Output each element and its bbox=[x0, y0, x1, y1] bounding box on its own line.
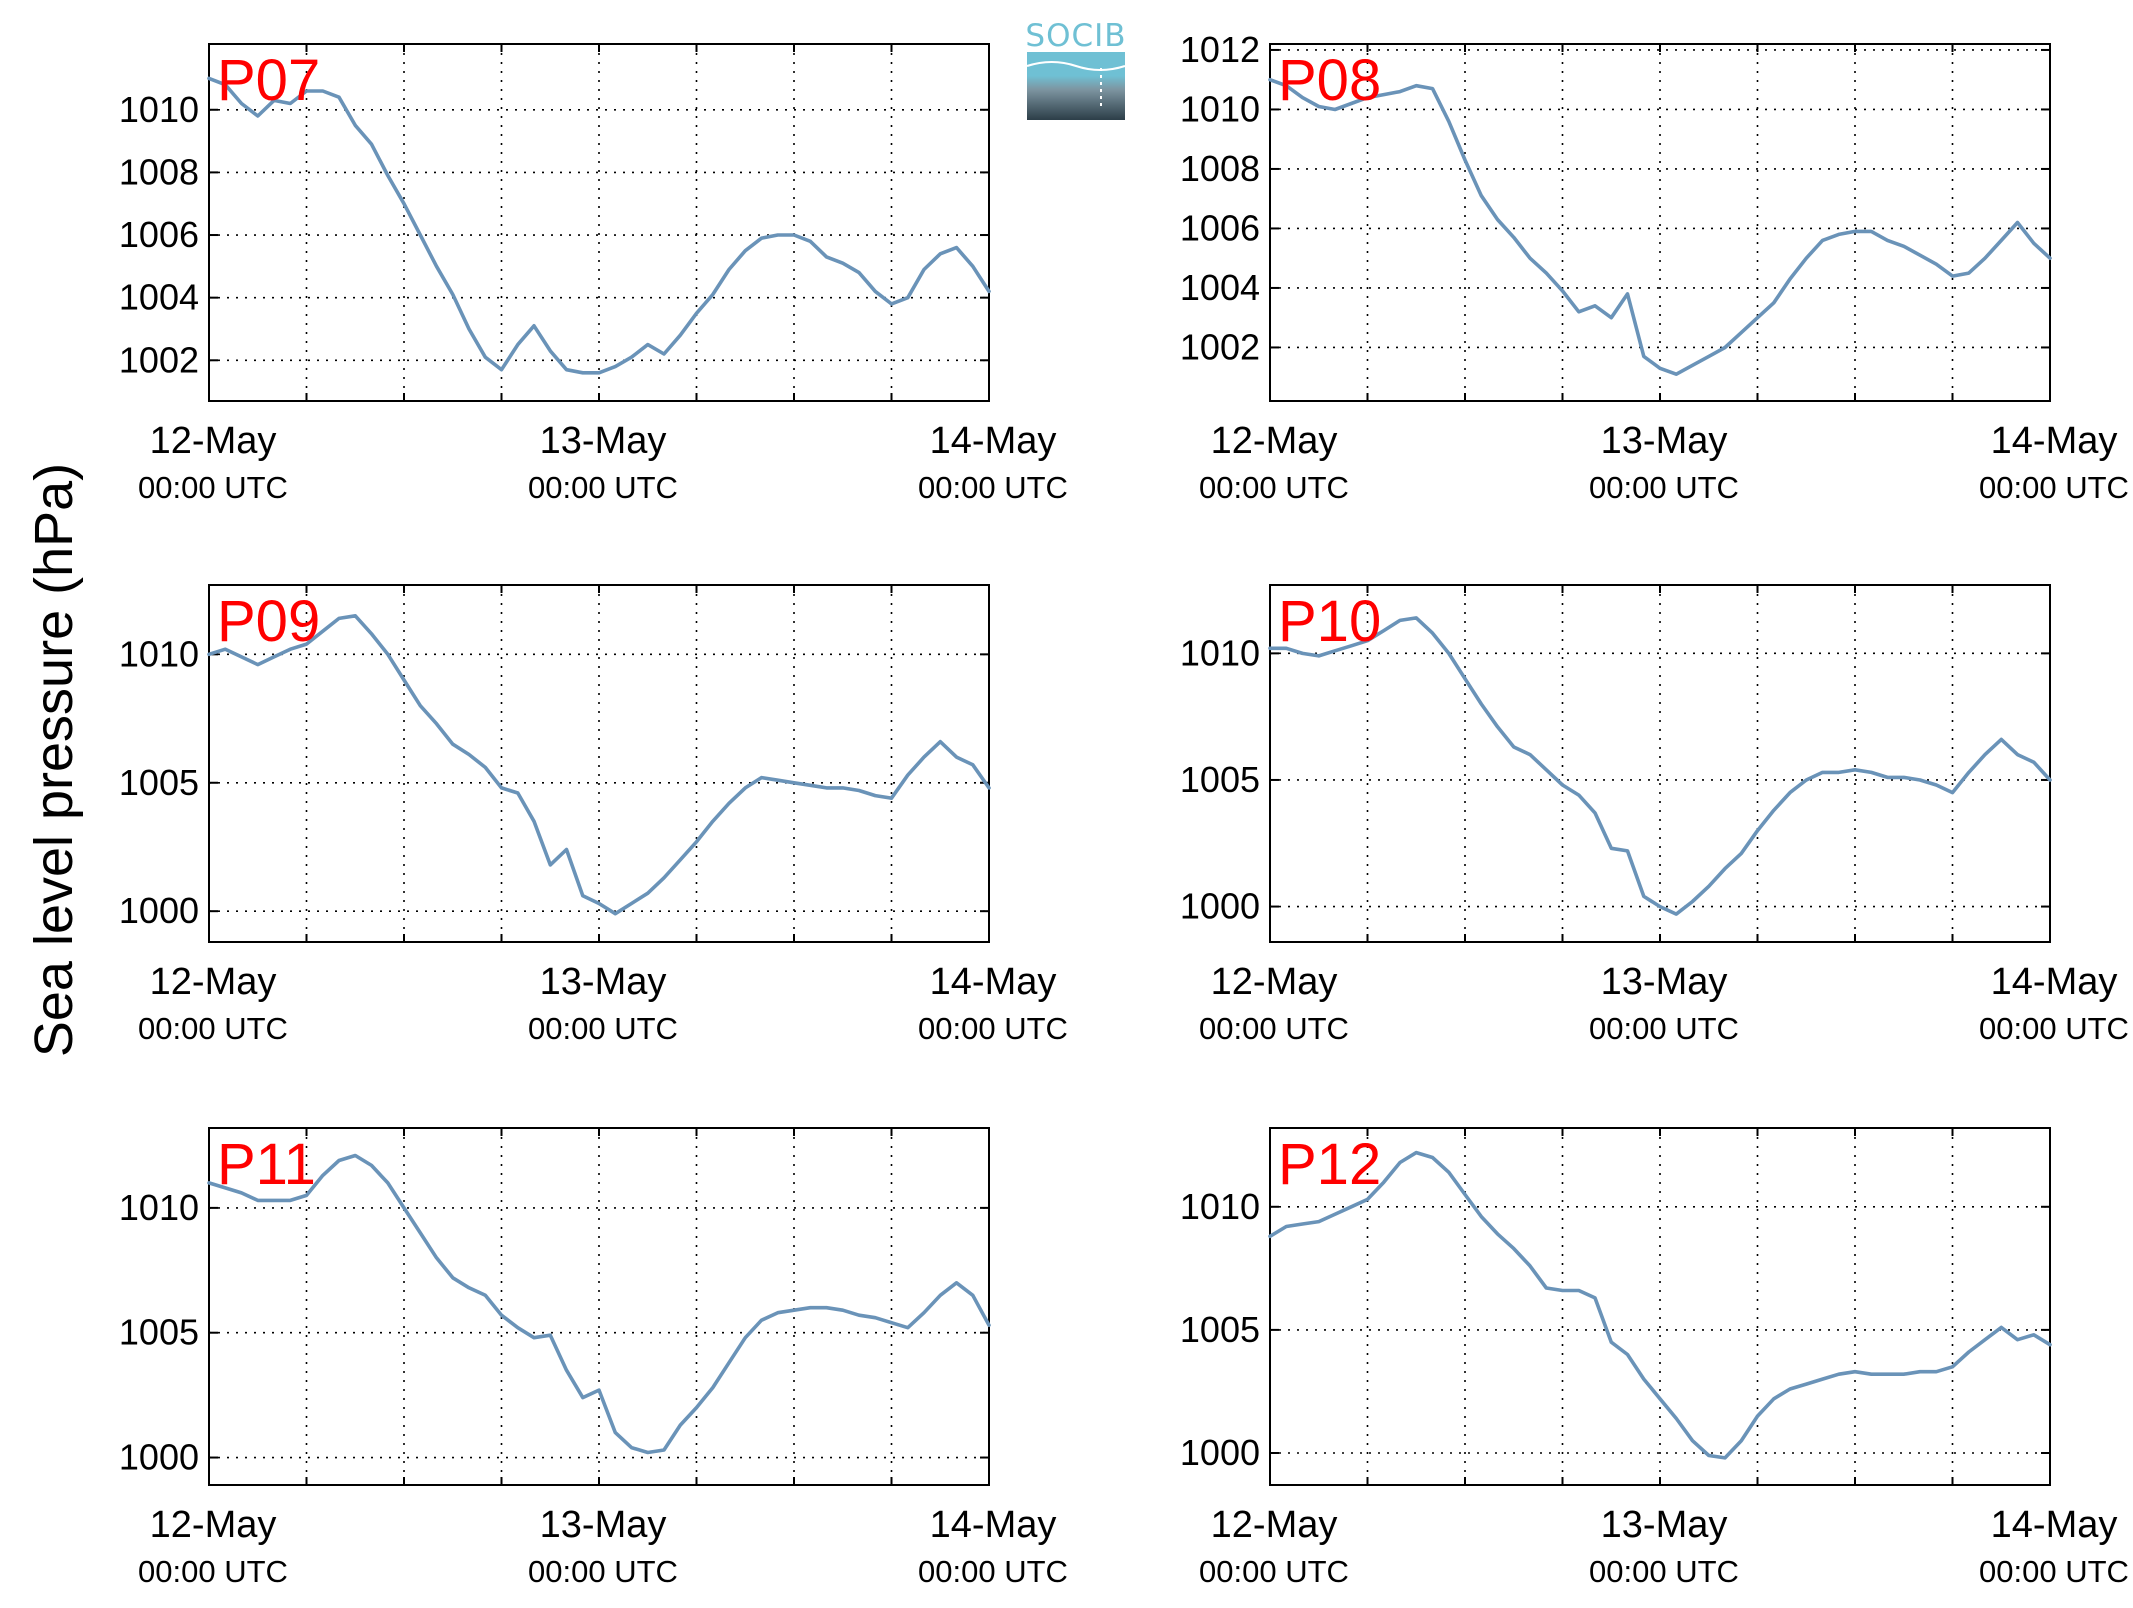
x-tick-date-label: 13-May bbox=[1601, 1504, 1728, 1546]
plot-frame bbox=[208, 584, 990, 943]
y-tick-label: 1006 bbox=[119, 214, 199, 255]
y-tick-label: 1010 bbox=[119, 89, 199, 130]
x-tick-time-label: 00:00 UTC bbox=[1589, 470, 1739, 505]
x-tick-time-label: 00:00 UTC bbox=[918, 1554, 1068, 1589]
socib-logo: SOCIB bbox=[1025, 18, 1126, 120]
x-tick-date-label: 13-May bbox=[1601, 961, 1728, 1003]
x-tick-date-label: 12-May bbox=[150, 961, 277, 1003]
series-line-p12 bbox=[1268, 1150, 2052, 1460]
y-tick-label: 1010 bbox=[1180, 632, 1260, 673]
y-tick-label: 1012 bbox=[1180, 29, 1260, 70]
y-tick-label: 1000 bbox=[119, 890, 199, 931]
series-line-p08 bbox=[1268, 77, 2052, 377]
x-tick-time-label: 00:00 UTC bbox=[918, 1011, 1068, 1046]
x-tick-time-label: 00:00 UTC bbox=[1979, 1554, 2129, 1589]
x-tick-date-label: 14-May bbox=[930, 961, 1057, 1003]
station-label-p07: P07 bbox=[217, 48, 320, 113]
x-tick-time-label: 00:00 UTC bbox=[138, 470, 288, 505]
y-tick-label: 1004 bbox=[1180, 267, 1260, 308]
y-tick-label: 1000 bbox=[1180, 886, 1260, 927]
x-tick-date-label: 14-May bbox=[1991, 420, 2118, 462]
y-tick-label: 1004 bbox=[119, 277, 199, 318]
x-tick-time-label: 00:00 UTC bbox=[1979, 470, 2129, 505]
plot-frame bbox=[208, 43, 990, 402]
x-tick-date-label: 12-May bbox=[1211, 961, 1338, 1003]
x-tick-date-label: 14-May bbox=[1991, 1504, 2118, 1546]
y-tick-label: 1005 bbox=[119, 1312, 199, 1353]
y-tick-label: 1010 bbox=[119, 1187, 199, 1228]
x-tick-date-label: 14-May bbox=[930, 420, 1057, 462]
y-tick-label: 1008 bbox=[1180, 148, 1260, 189]
y-tick-label: 1002 bbox=[1180, 326, 1260, 367]
x-tick-time-label: 00:00 UTC bbox=[1199, 1011, 1349, 1046]
x-tick-time-label: 00:00 UTC bbox=[1589, 1554, 1739, 1589]
series-line-p11 bbox=[207, 1153, 991, 1455]
y-tick-label: 1000 bbox=[1180, 1432, 1260, 1473]
panel-p12: 1000 1005 1010 12-May 00:00 UTC 13-May 00:00 U… bbox=[1180, 1127, 2129, 1589]
y-tick-label: 1008 bbox=[119, 151, 199, 192]
panel-p10: 1000 1005 1010 12-May 00:00 UTC 13-May 00:00 U… bbox=[1180, 584, 2129, 1046]
y-tick-label: 1006 bbox=[1180, 207, 1260, 248]
plot-frame bbox=[1269, 1127, 2051, 1486]
x-tick-time-label: 00:00 UTC bbox=[138, 1011, 288, 1046]
x-tick-date-label: 14-May bbox=[930, 1504, 1057, 1546]
x-tick-time-label: 00:00 UTC bbox=[918, 470, 1068, 505]
series-line-p09 bbox=[207, 613, 991, 916]
y-tick-label: 1010 bbox=[1180, 1186, 1260, 1227]
y-axis-label: Sea level pressure (hPa) bbox=[24, 463, 84, 1057]
x-tick-date-label: 13-May bbox=[540, 1504, 667, 1546]
x-tick-time-label: 00:00 UTC bbox=[528, 470, 678, 505]
series-line-p07 bbox=[207, 76, 991, 375]
x-tick-date-label: 14-May bbox=[1991, 961, 2118, 1003]
y-tick-label: 1002 bbox=[119, 339, 199, 380]
logo-wave bbox=[1026, 61, 1126, 71]
series-line-p10 bbox=[1268, 616, 2052, 916]
x-tick-time-label: 00:00 UTC bbox=[1589, 1011, 1739, 1046]
x-tick-date-label: 12-May bbox=[150, 420, 277, 462]
y-tick-label: 1000 bbox=[119, 1437, 199, 1478]
x-tick-date-label: 13-May bbox=[1601, 420, 1728, 462]
y-tick-label: 1005 bbox=[119, 762, 199, 803]
x-tick-date-label: 12-May bbox=[1211, 420, 1338, 462]
x-tick-time-label: 00:00 UTC bbox=[1979, 1011, 2129, 1046]
panel-p11: 1000 1005 1010 12-May 00:00 UTC 13-May 00:00 U… bbox=[119, 1127, 1068, 1589]
station-label-p09: P09 bbox=[217, 589, 320, 654]
station-label-p12: P12 bbox=[1278, 1132, 1381, 1197]
station-label-p10: P10 bbox=[1278, 589, 1381, 654]
y-tick-label: 1005 bbox=[1180, 1309, 1260, 1350]
y-tick-label: 1010 bbox=[1180, 88, 1260, 129]
y-tick-label: 1010 bbox=[119, 633, 199, 674]
x-tick-time-label: 00:00 UTC bbox=[138, 1554, 288, 1589]
x-tick-date-label: 13-May bbox=[540, 420, 667, 462]
station-label-p11: P11 bbox=[217, 1132, 316, 1197]
x-tick-time-label: 00:00 UTC bbox=[528, 1554, 678, 1589]
panel-p09: 1000 1005 1010 12-May 00:00 UTC 13-May 00:00 U… bbox=[119, 584, 1068, 1046]
plot-frame bbox=[208, 1127, 990, 1486]
x-tick-time-label: 00:00 UTC bbox=[1199, 1554, 1349, 1589]
plot-frame bbox=[1269, 584, 2051, 943]
x-tick-date-label: 12-May bbox=[150, 1504, 277, 1546]
panel-p07: 1002 1004 1006 1008 1010 12-May 00:00 UTC 13-Ma… bbox=[119, 43, 1068, 505]
panels: 1002 1004 1006 1008 1010 12-May 00:00 UTC 13-Ma… bbox=[119, 29, 2129, 1589]
x-tick-time-label: 00:00 UTC bbox=[528, 1011, 678, 1046]
panel-p08: 1002 1004 1006 1008 1010 1012 12-May 00:00 UTC 1… bbox=[1180, 29, 2129, 505]
logo-text: SOCIB bbox=[1025, 18, 1126, 54]
y-tick-label: 1005 bbox=[1180, 759, 1260, 800]
station-label-p08: P08 bbox=[1278, 48, 1381, 113]
x-tick-time-label: 00:00 UTC bbox=[1199, 470, 1349, 505]
x-tick-date-label: 13-May bbox=[540, 961, 667, 1003]
x-tick-date-label: 12-May bbox=[1211, 1504, 1338, 1546]
